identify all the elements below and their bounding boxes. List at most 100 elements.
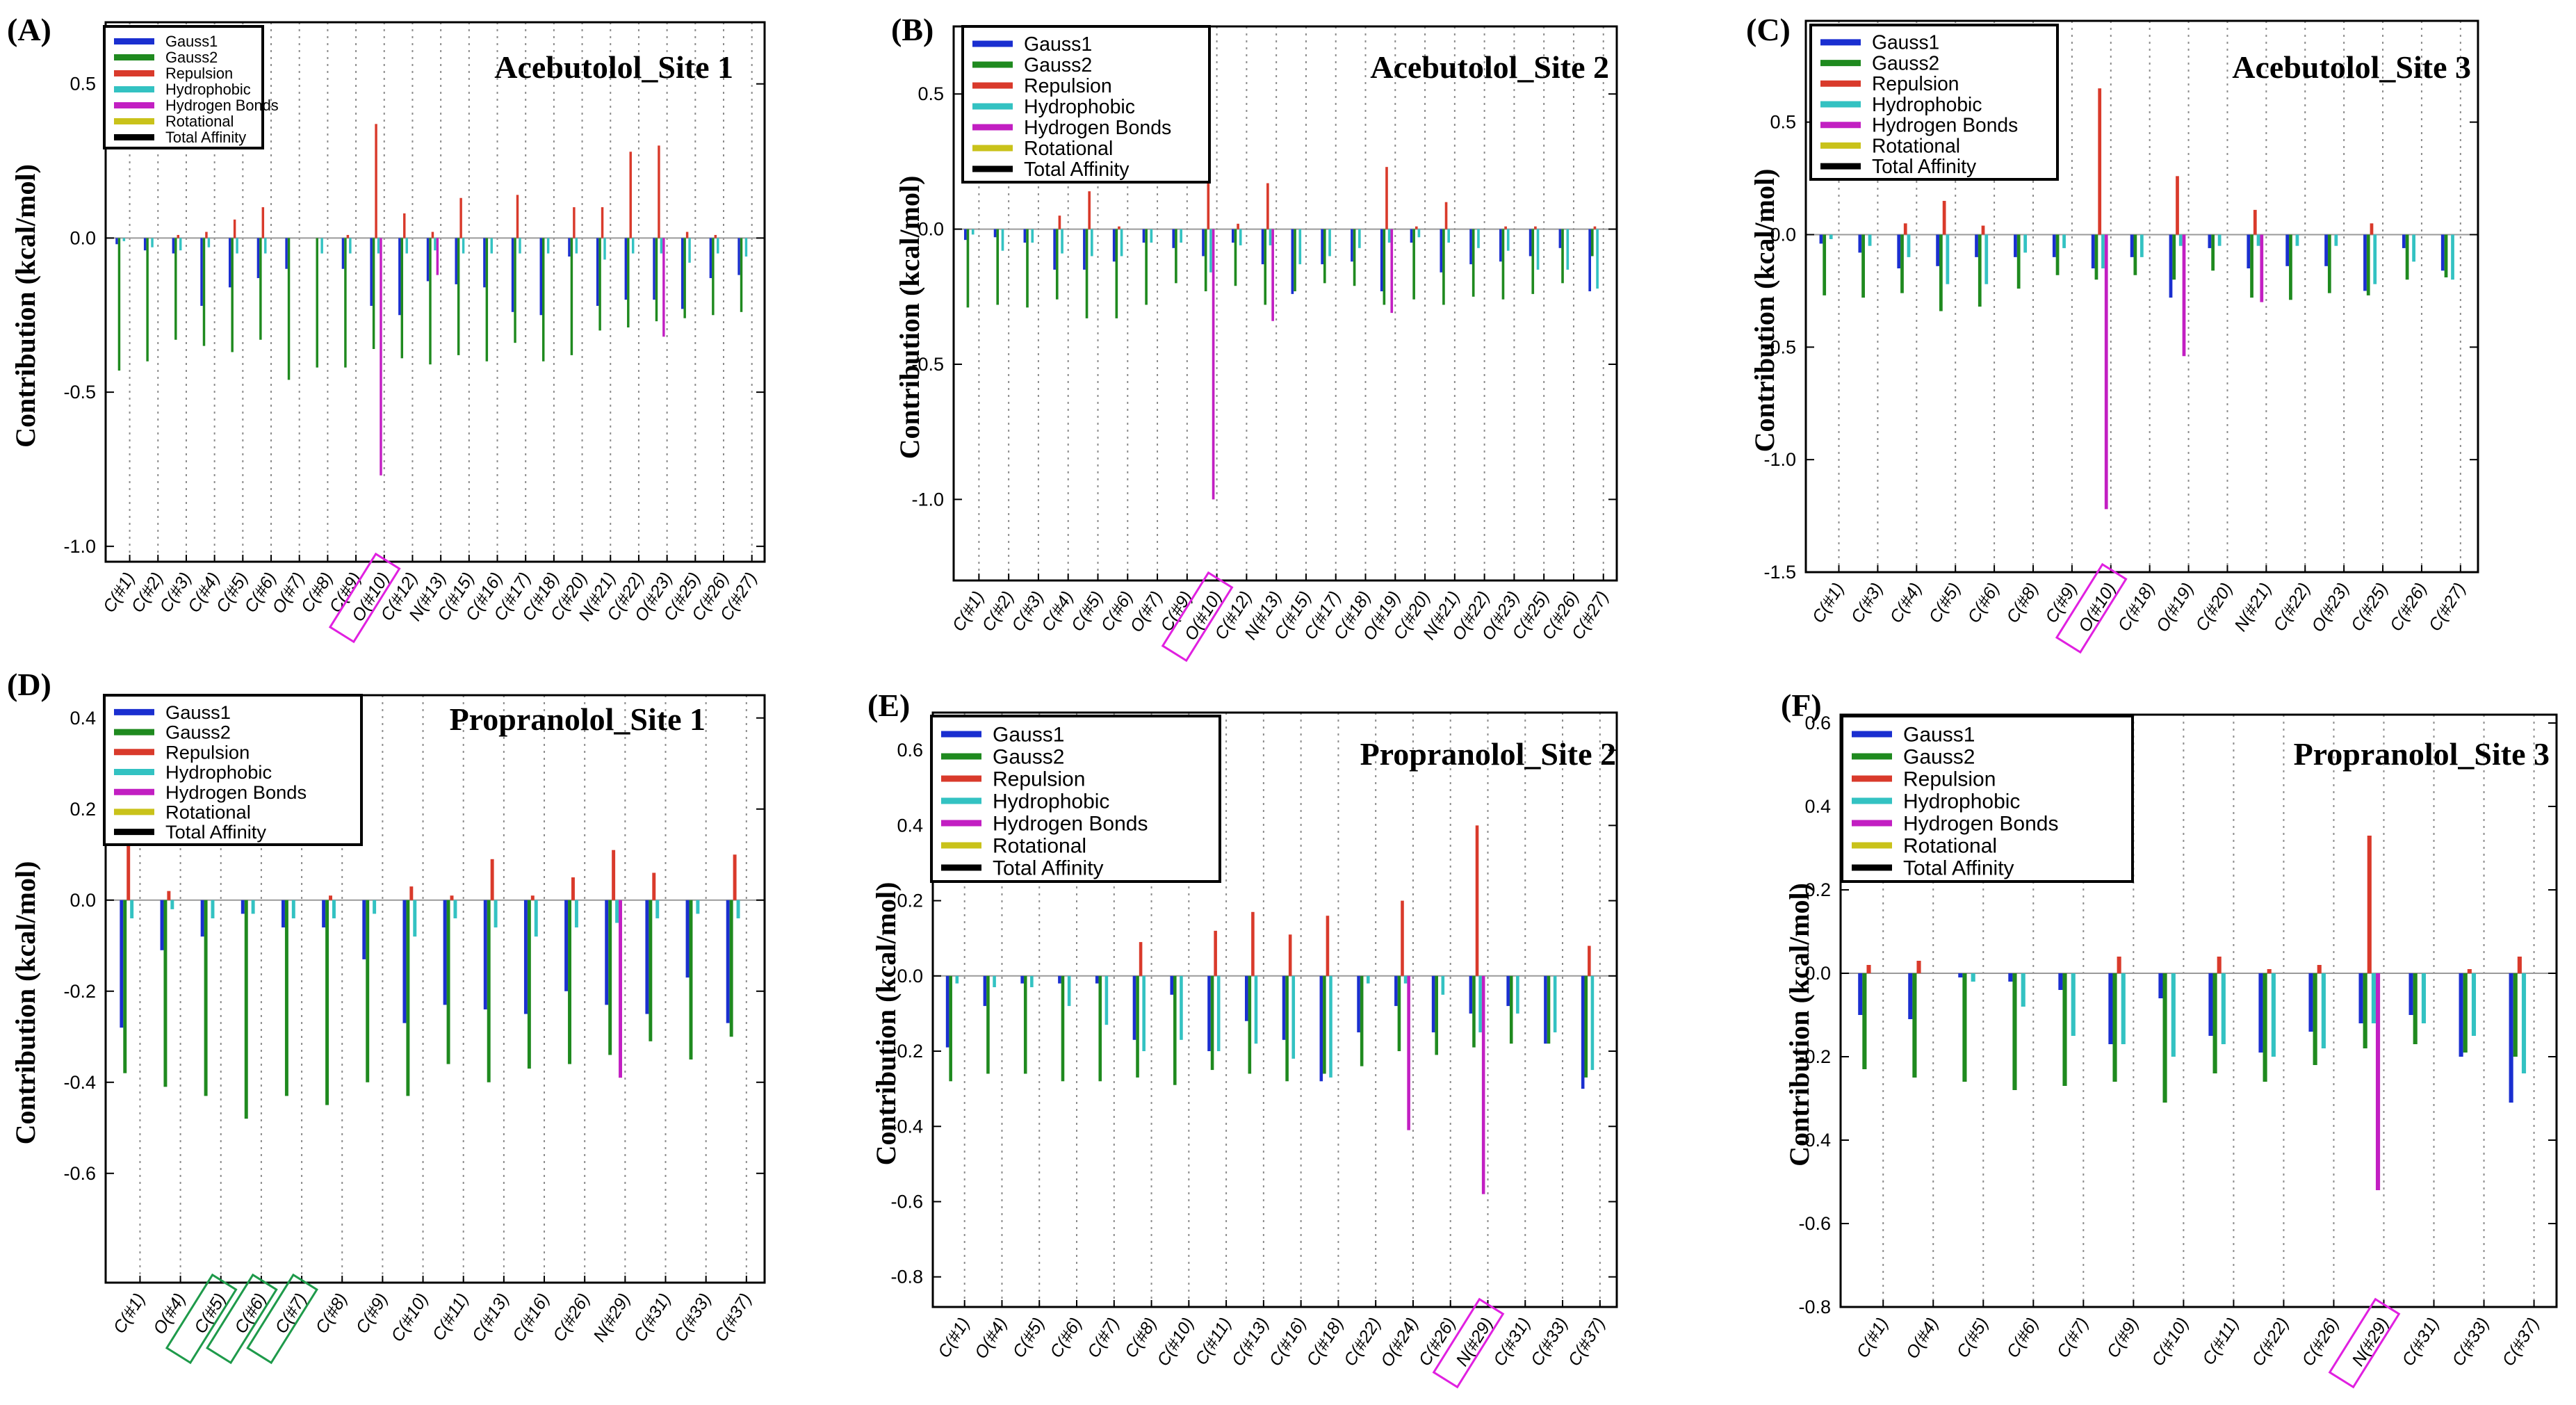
panel-label: (B)	[891, 12, 934, 47]
x-tick-label: O(#4)	[971, 1314, 1011, 1362]
bar-repulsion	[490, 859, 494, 900]
chart-title: Propranolol_Site 1	[450, 701, 706, 737]
bar-hydrophobic	[1566, 229, 1570, 270]
bar-hydrophobic	[494, 900, 498, 928]
bar-gauss2	[729, 900, 733, 1037]
bar-hydrophobic	[1946, 234, 1950, 284]
bar-gauss2	[400, 238, 404, 359]
bar-hydrophobic	[1447, 229, 1451, 243]
bar-gauss1	[241, 900, 245, 914]
bar-gauss2	[2212, 973, 2217, 1073]
bar-gauss2	[2405, 234, 2409, 280]
bar-hydrophobic	[1553, 975, 1557, 1032]
legend-label: Total Affinity	[165, 129, 246, 146]
bar-hydrogen-bonds	[436, 238, 439, 275]
bar-hydrophobic	[1180, 975, 1183, 1040]
bar-hydrophobic	[631, 238, 635, 254]
bar-hydrophobic	[1142, 975, 1146, 1052]
bar-repulsion	[652, 872, 656, 900]
bar-gauss1	[983, 975, 987, 1007]
bar-gauss1	[645, 900, 649, 1014]
bar-gauss2	[204, 900, 208, 1096]
bar-hydrophobic	[688, 238, 691, 263]
y-axis-label: Contribution (kcal/mol)	[1784, 883, 1815, 1167]
plot-frame	[931, 711, 1618, 1308]
highlight-box	[2055, 562, 2128, 654]
plot-frame	[1804, 19, 2479, 574]
x-tick-label: N(#29)	[589, 1290, 634, 1345]
bar-hydrophobic	[1209, 229, 1212, 273]
x-tick-label: C(#1)	[1852, 1314, 1892, 1361]
bar-hydrophobic	[1328, 229, 1331, 257]
bar-hydrophobic	[1291, 975, 1296, 1059]
bar-gauss1	[143, 238, 147, 251]
bar-hydrophobic	[993, 975, 996, 988]
bar-gauss1	[2208, 234, 2212, 248]
x-tick-label: C(#9)	[2041, 579, 2081, 626]
bar-repulsion	[1593, 226, 1597, 229]
legend-label: Repulsion	[165, 65, 233, 82]
x-tick-label: C(#1)	[110, 1290, 149, 1337]
bar-hydrophobic	[660, 238, 663, 254]
bar-repulsion	[2117, 957, 2121, 973]
y-tick-label: -0.6	[890, 1191, 923, 1212]
y-axis-label: Contribution (kcal/mol)	[870, 882, 902, 1166]
bar-hydrophobic	[2021, 973, 2025, 1007]
bar-gauss2	[1285, 975, 1289, 1082]
bar-gauss1	[709, 238, 712, 279]
bar-hydrogen-bonds	[2375, 973, 2381, 1190]
bar-repulsion	[409, 886, 414, 900]
y-tick-label: 0.4	[70, 708, 96, 729]
bar-repulsion	[612, 850, 616, 900]
bar-gauss2	[712, 238, 715, 316]
bar-hydrophobic	[2101, 234, 2105, 269]
bar-gauss2	[1353, 229, 1356, 286]
bar-repulsion	[1251, 911, 1255, 976]
bar-gauss2	[366, 900, 370, 1082]
bar-gauss1	[1112, 229, 1116, 262]
x-tick-label: C(#7)	[1084, 1314, 1123, 1361]
bar-hydrophobic	[603, 238, 606, 260]
x-tick-label: C(#22)	[2248, 1314, 2292, 1370]
x-tick-label: O(#10)	[2075, 579, 2120, 635]
chart-title: Propranolol_Site 3	[2294, 736, 2550, 772]
bar-gauss2	[2172, 234, 2176, 280]
legend-label: Hydrogen Bonds	[1872, 114, 2018, 136]
bar-gauss1	[2324, 234, 2328, 266]
bar-repulsion	[1088, 191, 1091, 229]
bar-hydrophobic	[971, 229, 975, 235]
bar-gauss1	[1291, 229, 1294, 294]
bar-hydrophobic	[2221, 973, 2226, 1044]
bar-gauss1	[1410, 229, 1413, 243]
bar-hydrophobic	[1358, 229, 1361, 248]
x-tick-label: C(#25)	[2347, 579, 2392, 635]
bar-hydrophobic	[519, 238, 521, 254]
bar-gauss1	[1975, 234, 1978, 257]
bar-hydrophobic	[1441, 975, 1445, 995]
bar-gauss2	[2463, 973, 2468, 1053]
bar-gauss2	[123, 900, 127, 1073]
bar-gauss1	[341, 238, 345, 269]
chart-panel-e: -0.8-0.6-0.4-0.20.00.20.40.6C(#1)O(#4)C(…	[867, 688, 1618, 1389]
y-tick-label: -1.0	[63, 536, 96, 557]
bar-gauss1	[426, 238, 430, 282]
bar-hydrophobic	[2373, 234, 2377, 284]
bar-gauss1	[1380, 229, 1383, 292]
bar-gauss2	[1136, 975, 1139, 1078]
bar-repulsion	[733, 854, 737, 900]
x-tick-label: C(#3)	[1008, 587, 1047, 635]
bar-gauss2	[568, 900, 571, 1064]
legend-label: Hydrogen Bonds	[165, 781, 307, 803]
bar-gauss1	[1858, 234, 1862, 253]
bar-repulsion	[2176, 176, 2179, 235]
x-tick-label: C(#4)	[1038, 587, 1077, 635]
bar-gauss2	[1145, 229, 1148, 305]
legend-label: Total Affinity	[993, 857, 1104, 880]
x-tick-label: C(#10)	[2148, 1314, 2192, 1370]
y-tick-label: 0.5	[918, 83, 944, 104]
bar-repulsion	[375, 124, 377, 238]
bar-gauss2	[2250, 234, 2253, 298]
bar-gauss2	[627, 238, 630, 327]
bar-gauss1	[1897, 234, 1901, 269]
bar-repulsion	[1866, 965, 1871, 973]
